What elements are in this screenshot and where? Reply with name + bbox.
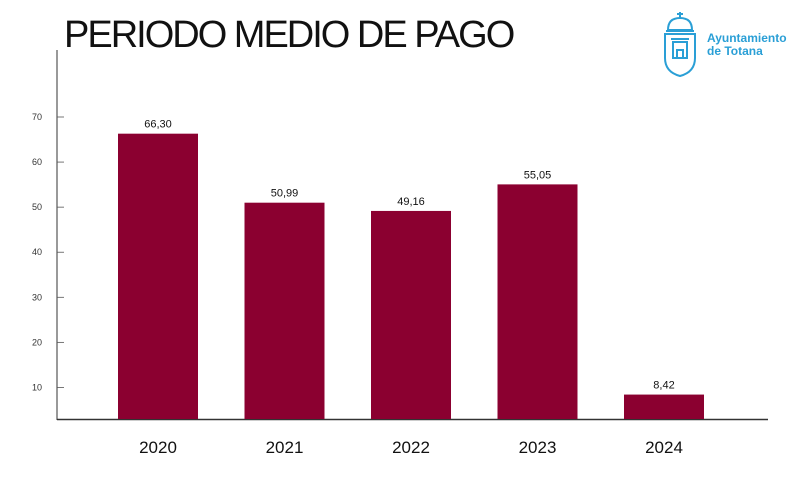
logo-line-1: Ayuntamiento xyxy=(707,31,787,45)
ayuntamiento-logo: Ayuntamiento de Totana xyxy=(660,10,790,80)
bar-2020 xyxy=(118,133,198,419)
y-tick-label: 70 xyxy=(32,112,42,122)
coat-of-arms-icon xyxy=(664,12,696,78)
x-category-label: 2021 xyxy=(266,438,304,457)
x-category-label: 2020 xyxy=(139,438,177,457)
bar-2022 xyxy=(371,210,451,419)
x-category-label: 2023 xyxy=(519,438,557,457)
data-label-2021: 50,99 xyxy=(271,188,299,200)
x-category-label: 2024 xyxy=(645,438,683,457)
x-category-label: 2022 xyxy=(392,438,430,457)
y-tick-label: 60 xyxy=(32,157,42,167)
logo-line-2: de Totana xyxy=(707,44,763,58)
data-label-2020: 66,30 xyxy=(144,119,172,131)
bar-2024 xyxy=(624,394,704,419)
y-tick-label: 20 xyxy=(32,337,42,347)
y-tick-label: 40 xyxy=(32,247,42,257)
chart-title: PERIODO MEDIO DE PAGO xyxy=(64,14,515,56)
data-label-2022: 49,16 xyxy=(397,196,425,208)
y-tick-label: 10 xyxy=(32,382,42,392)
bar-2023 xyxy=(497,184,578,419)
data-label-2024: 8,42 xyxy=(653,380,674,392)
data-label-2023: 55,05 xyxy=(524,169,552,181)
y-tick-label: 50 xyxy=(32,202,42,212)
y-tick-label: 30 xyxy=(32,292,42,302)
bar-2021 xyxy=(244,202,325,419)
